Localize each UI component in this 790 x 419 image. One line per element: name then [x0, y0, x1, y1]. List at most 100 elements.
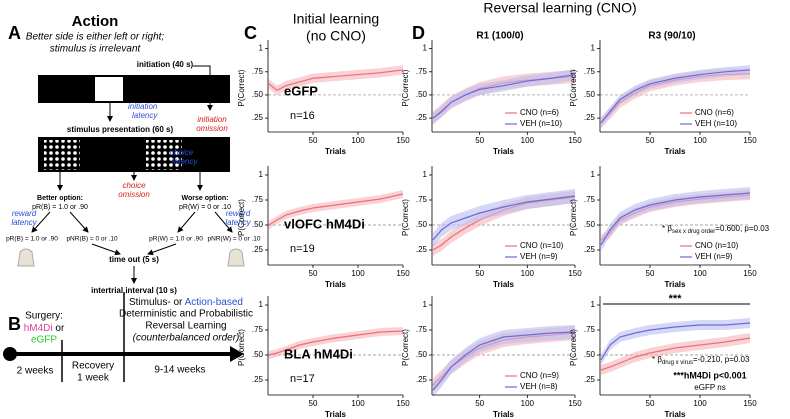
x-tick-label: 100: [351, 136, 365, 145]
y-tick-label: .50: [252, 90, 264, 99]
x-tick-label: 50: [475, 269, 484, 278]
series-line: [432, 73, 576, 119]
error-band: [432, 189, 575, 247]
x-tick-label: 150: [743, 269, 757, 278]
y-tick-label: 1: [423, 170, 428, 179]
latency-label: latency: [225, 218, 251, 227]
x-tick-label: 100: [521, 136, 535, 145]
annotation: * β: [662, 224, 672, 233]
option-label: Better option:: [37, 195, 83, 202]
screen: [38, 75, 230, 103]
y-axis-label: P(Correct): [237, 69, 246, 106]
group-name: eGFP: [31, 335, 57, 346]
step-label: stimulus presentation (60 s): [67, 125, 174, 134]
y-tick-label: 1: [259, 44, 264, 53]
y-axis-label: P(Correct): [401, 69, 410, 106]
x-axis-label: Trials: [325, 410, 346, 419]
column-title: R1 (100/0): [476, 31, 523, 42]
x-tick-label: 100: [351, 399, 365, 408]
reward-icon: [17, 248, 35, 267]
column-title: R3 (90/10): [648, 31, 695, 42]
outcome-probs: pR(B) = 1.0 or .90: [6, 236, 58, 243]
y-tick-label: .75: [416, 195, 428, 204]
x-axis-label: Trials: [665, 280, 686, 289]
arrow: [31, 211, 51, 233]
subtitle: Better side is either left or right;: [26, 32, 165, 43]
x-tick-label: 50: [475, 399, 484, 408]
y-tick-label: .50: [252, 350, 264, 359]
series-line: [432, 195, 576, 241]
x-tick-label: 150: [396, 136, 410, 145]
error-band: [601, 187, 750, 251]
step-label: intertrial interval (10 s): [91, 286, 177, 295]
timeline-label: 9-14 weeks: [154, 365, 205, 376]
latency-label: reward: [226, 209, 251, 218]
legend-label: VEH (n=10): [520, 119, 562, 128]
y-tick-label: .75: [252, 195, 264, 204]
x-tick-label: 50: [309, 269, 318, 278]
y-tick-label: .50: [252, 220, 264, 229]
significance-stars: ***: [669, 293, 683, 305]
error-band: [601, 65, 750, 128]
task-label: Reversal Learning: [145, 321, 226, 332]
y-tick-label: .75: [252, 325, 264, 334]
annotation-note: ***hM4Di p<0.001: [673, 370, 746, 380]
x-tick-label: 150: [568, 269, 582, 278]
y-axis-label: P(Correct): [237, 329, 246, 366]
y-tick-label: .50: [416, 350, 428, 359]
legend-label: VEH (n=10): [695, 119, 737, 128]
y-tick-label: .75: [584, 195, 596, 204]
legend-label: CNO (n=10): [520, 241, 564, 250]
y-tick-label: .75: [416, 325, 428, 334]
latency-label: choice: [170, 148, 194, 157]
arrow: [214, 211, 233, 233]
timeline-label: Recovery: [72, 361, 114, 372]
panel-letter: D: [412, 23, 425, 43]
y-tick-label: .50: [584, 90, 596, 99]
x-tick-label: 50: [475, 136, 484, 145]
legend-label: VEH (n=9): [520, 252, 558, 261]
option-probs: pR(W) = 0 or .10: [179, 204, 231, 211]
x-axis-label: Trials: [665, 147, 686, 156]
x-tick-label: 100: [351, 269, 365, 278]
omission-label: initiation: [197, 115, 227, 124]
y-tick-label: 1: [259, 170, 264, 179]
y-tick-label: .75: [584, 325, 596, 334]
y-tick-label: .50: [584, 350, 596, 359]
error-band: [268, 65, 403, 95]
screen-stimulus: [44, 140, 80, 170]
x-axis-label: Trials: [325, 147, 346, 156]
y-tick-label: .25: [252, 375, 264, 384]
latency-label: latency: [172, 157, 198, 166]
annotation: * β: [652, 355, 662, 364]
series-line: [268, 69, 404, 92]
panel-letter: A: [8, 23, 21, 43]
y-tick-label: .25: [252, 113, 264, 122]
x-tick-label: 150: [743, 136, 757, 145]
task-label: Stimulus- or Action-based: [129, 297, 243, 308]
option-label: Worse option:: [182, 195, 229, 202]
group-n: n=17: [290, 373, 315, 385]
group-name: hM4Di: [24, 323, 53, 334]
y-tick-label: .75: [416, 67, 428, 76]
group-label: BLA hM4Di: [284, 346, 353, 361]
timeline-label: 1 week: [77, 373, 110, 384]
panel-letter: C: [244, 23, 257, 43]
legend-label: CNO (n=6): [520, 108, 559, 117]
error-band: [268, 190, 403, 229]
x-tick-label: 50: [309, 136, 318, 145]
x-axis-label: Trials: [493, 410, 514, 419]
task-label: Action-based: [185, 297, 243, 308]
x-tick-label: 50: [646, 269, 655, 278]
timeline-label: 2 weeks: [17, 366, 54, 377]
step-label: initiation (40 s): [137, 60, 194, 69]
subtitle: stimulus is irrelevant: [50, 44, 142, 55]
y-axis-label: P(Correct): [569, 69, 578, 106]
y-tick-label: .25: [252, 245, 264, 254]
timeline-arrow: [230, 346, 244, 362]
y-tick-label: .25: [416, 245, 428, 254]
arrow: [177, 211, 196, 233]
y-axis-label: P(Correct): [401, 329, 410, 366]
annotation: =-0.210, p=0.03: [693, 355, 750, 364]
